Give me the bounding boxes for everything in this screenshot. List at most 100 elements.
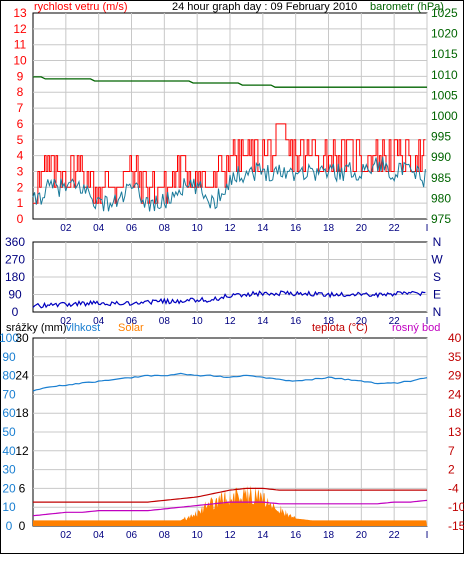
p2-x-tick: 14 <box>257 316 269 327</box>
p1-x-tick: 02 <box>60 223 72 234</box>
direction-compass-tick: S <box>433 270 441 284</box>
wind-y-tick: 7 <box>17 101 24 115</box>
p1-x-tick: 06 <box>126 223 138 234</box>
p2-x-tick: 06 <box>126 316 138 327</box>
p3-x-tick: 22 <box>389 530 401 541</box>
p3-x-tick: 14 <box>257 530 269 541</box>
wind-y-tick: 10 <box>13 54 27 68</box>
direction-y-tick: 360 <box>5 235 25 249</box>
pressure-y-tick: 1020 <box>431 27 458 41</box>
direction-y-tick: 180 <box>5 270 25 284</box>
p2-x-tick: 02 <box>60 316 72 327</box>
precip-y-tick: 30 <box>15 331 29 345</box>
p1-x-tick: 18 <box>323 223 335 234</box>
wind-y-tick: 3 <box>17 164 24 178</box>
wind-y-tick: 12 <box>13 22 27 36</box>
pressure-y-tick: 1025 <box>431 6 458 20</box>
temperature-y-tick: -10 <box>448 500 464 514</box>
p1-x-tick: 08 <box>159 223 171 234</box>
wind-average-line <box>32 156 426 212</box>
pressure-y-tick: 985 <box>431 171 451 185</box>
wind-speed-line <box>33 123 426 204</box>
temperature-y-tick: -4 <box>448 481 459 495</box>
p2-x-tick: 08 <box>159 316 171 327</box>
humidity-label: vlhkost <box>66 322 100 334</box>
humidity-y-tick: 90 <box>2 350 16 364</box>
humidity-line <box>32 372 428 392</box>
humidity-y-tick: 40 <box>2 444 16 458</box>
wind-y-tick: 2 <box>17 180 24 194</box>
p3-x-tick: I <box>426 530 429 541</box>
humidity-y-tick: 10 <box>2 500 16 514</box>
temperature-y-tick: 7 <box>448 444 455 458</box>
direction-y-tick: 0 <box>12 305 19 319</box>
pressure-y-tick: 980 <box>431 191 451 205</box>
precip-y-tick: 18 <box>15 406 29 420</box>
pressure-line <box>33 76 427 88</box>
p3-x-tick: 12 <box>224 530 236 541</box>
direction-y-tick: 270 <box>5 253 25 267</box>
humidity-y-tick: 80 <box>2 369 16 383</box>
p1-x-tick: 10 <box>192 223 204 234</box>
p1-x-tick: 14 <box>257 223 269 234</box>
humidity-temperature-panel: 02 04 06 08 10 12 14 16 18 20 22 I01020304050607080… <box>0 331 464 541</box>
temperature-y-tick: -15 <box>448 519 464 533</box>
wind-y-tick: 4 <box>17 149 24 163</box>
p1-x-tick: 16 <box>290 223 302 234</box>
pressure-y-tick: 1000 <box>431 109 458 123</box>
temperature-y-tick: 40 <box>448 331 462 345</box>
p1-x-tick: 04 <box>93 223 105 234</box>
p2-x-tick: 18 <box>323 316 335 327</box>
humidity-y-tick: 30 <box>2 463 16 477</box>
wind-y-tick: 11 <box>14 38 27 52</box>
p1-x-tick: 22 <box>389 223 401 234</box>
pressure-y-tick: 1010 <box>431 68 458 82</box>
humidity-y-tick: 50 <box>2 425 16 439</box>
direction-compass-tick: N <box>433 235 442 249</box>
p2-x-tick: 10 <box>192 316 204 327</box>
precip-label: srážky (mm) <box>6 322 67 334</box>
direction-compass-tick: W <box>431 253 443 267</box>
temperature-y-tick: 35 <box>448 350 462 364</box>
pressure-y-tick: 1015 <box>431 47 458 61</box>
temperature-y-tick: 24 <box>448 387 462 401</box>
wind-pressure-panel: 02 04 06 08 10 12 14 16 18 20 22 I01234567891011121… <box>13 6 458 234</box>
pressure-y-tick: 990 <box>431 150 451 164</box>
p2-x-tick: I <box>426 316 429 327</box>
dewpoint-line <box>32 499 428 517</box>
solar-label: Solar <box>118 322 144 334</box>
wind-direction-line <box>32 290 426 309</box>
p2-x-tick: 12 <box>224 316 236 327</box>
pressure-label: barometr (hPa) <box>370 1 444 13</box>
p2-x-tick: 22 <box>389 316 401 327</box>
pressure-y-tick: 1005 <box>431 88 458 102</box>
p2-x-tick: 04 <box>93 316 105 327</box>
temperature-y-tick: 29 <box>448 369 462 383</box>
p3-x-tick: 02 <box>60 530 72 541</box>
temperature-label: teplota (°C) <box>312 322 368 334</box>
p3-x-tick: 10 <box>192 530 204 541</box>
humidity-y-tick: 20 <box>2 481 16 495</box>
wind-y-tick: 8 <box>17 85 24 99</box>
direction-y-tick: 90 <box>8 288 22 302</box>
temperature-y-tick: 18 <box>448 406 462 420</box>
direction-compass-tick: N <box>433 305 442 319</box>
humidity-y-tick: 60 <box>2 406 16 420</box>
direction-compass-tick: E <box>433 288 441 302</box>
chart-title: 24 hour graph day : 09 February 2010 <box>172 1 357 13</box>
p1-x-tick: 12 <box>224 223 236 234</box>
precip-y-tick: 6 <box>19 481 26 495</box>
temperature-line <box>33 487 427 503</box>
p3-x-tick: 06 <box>126 530 138 541</box>
p2-x-tick: 20 <box>356 316 368 327</box>
humidity-y-tick: 100 <box>0 331 19 345</box>
p3-x-tick: 18 <box>323 530 335 541</box>
p3-x-tick: 16 <box>290 530 302 541</box>
p3-x-tick: 08 <box>159 530 171 541</box>
precip-y-tick: 12 <box>15 444 29 458</box>
p3-x-tick: 20 <box>356 530 368 541</box>
wind-y-tick: 13 <box>13 6 27 20</box>
p2-x-tick: 16 <box>290 316 302 327</box>
